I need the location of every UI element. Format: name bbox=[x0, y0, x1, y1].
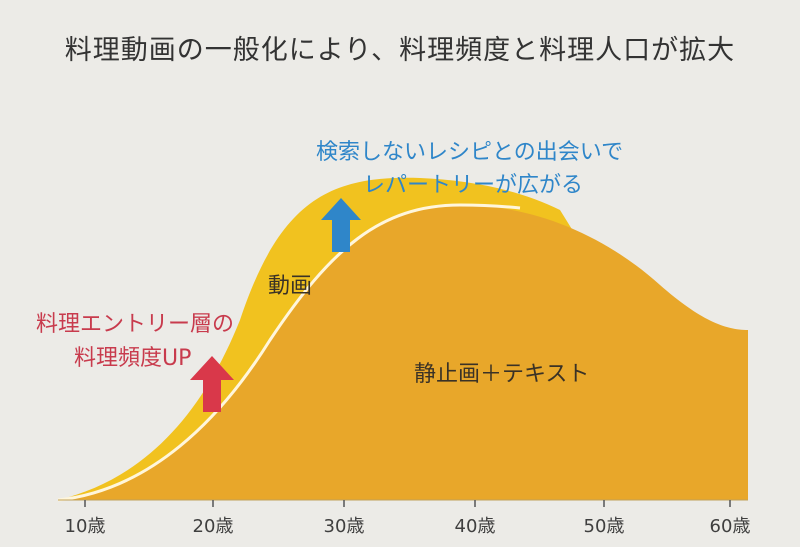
red-annotation-line1: 料理エントリー層の bbox=[36, 312, 235, 337]
blue-annotation-line1: 検索しないレシピとの出会いで bbox=[316, 140, 624, 165]
page-title: 料理動画の一般化により、料理頻度と料理人口が拡大 bbox=[64, 35, 736, 66]
red-annotation-line2: 料理頻度UP bbox=[74, 346, 192, 371]
video-area-label: 動画 bbox=[268, 274, 313, 299]
red-up-arrow bbox=[190, 356, 234, 412]
x-tick-label: 20歳 bbox=[192, 516, 234, 537]
divider-line bbox=[57, 203, 521, 502]
x-tick-label: 50歳 bbox=[583, 516, 625, 537]
static-area bbox=[58, 205, 748, 500]
x-tick-label: 40歳 bbox=[454, 516, 496, 537]
blue-annotation-line2: レパートリーが広がる bbox=[363, 173, 584, 198]
blue-up-arrow bbox=[321, 198, 361, 252]
x-tick-label: 60歳 bbox=[709, 516, 751, 537]
x-axis-ticks bbox=[84, 500, 731, 507]
static-area-label: 静止画＋テキスト bbox=[414, 362, 590, 387]
x-tick-label: 10歳 bbox=[64, 516, 106, 537]
x-tick-label: 30歳 bbox=[323, 516, 365, 537]
